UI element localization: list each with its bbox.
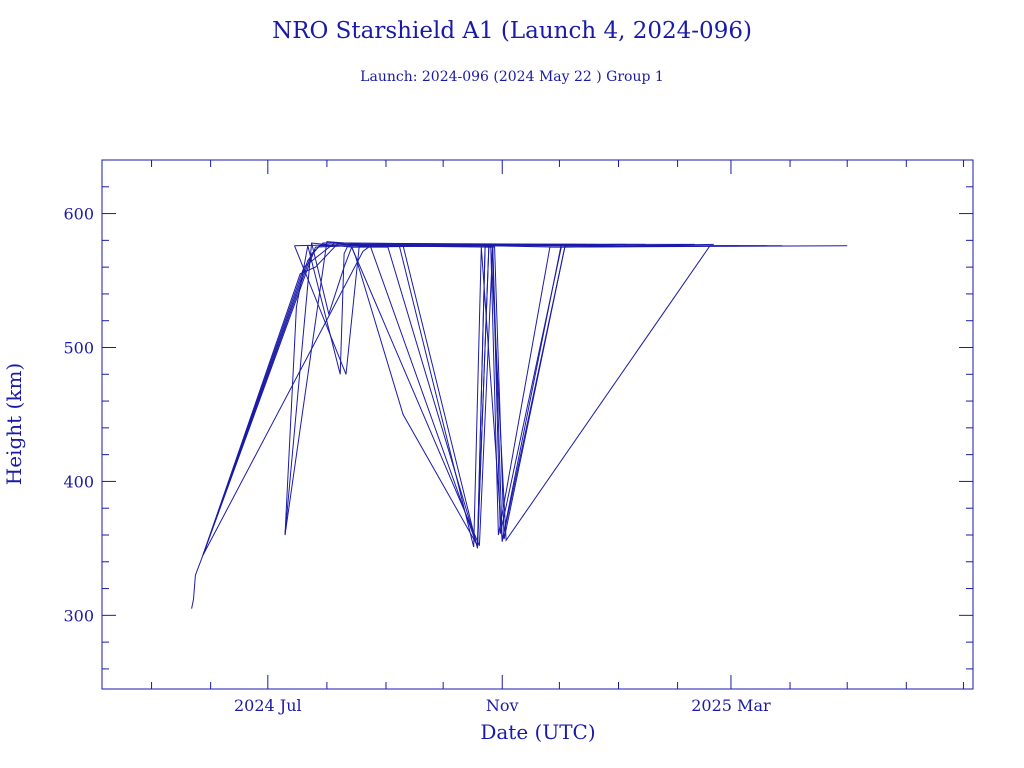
series-line-13 bbox=[351, 245, 739, 548]
series-group bbox=[191, 241, 848, 609]
series-line-3 bbox=[202, 243, 646, 556]
y-axis-label: Height (km) bbox=[2, 363, 26, 485]
plot-frame bbox=[101, 159, 974, 690]
y-tick-label: 300 bbox=[63, 606, 94, 625]
x-tick-label: 2025 Mar bbox=[691, 696, 771, 715]
y-tick-label: 500 bbox=[63, 338, 94, 357]
series-line-11 bbox=[294, 243, 783, 548]
x-axis-label: Date (UTC) bbox=[480, 720, 595, 744]
series-line-12 bbox=[311, 242, 768, 542]
series-line-2 bbox=[202, 242, 577, 556]
y-tick-label: 600 bbox=[63, 205, 94, 224]
series-line-9 bbox=[284, 243, 627, 536]
series-line-5 bbox=[202, 242, 615, 556]
y-tick-labels: 300 400 500 600 bbox=[63, 205, 94, 626]
series-line-1 bbox=[191, 243, 596, 609]
x-tick-labels: 2024 Jul Nov 2025 Mar bbox=[234, 696, 771, 715]
x-tick-label: Nov bbox=[486, 696, 519, 715]
chart-subtitle: Launch: 2024-096 (2024 May 22 ) Group 1 bbox=[360, 69, 664, 85]
y-tick-label: 400 bbox=[63, 472, 94, 491]
chart-title: NRO Starshield A1 (Launch 4, 2024-096) bbox=[272, 18, 752, 44]
series-line-7 bbox=[284, 242, 695, 546]
series-line-8 bbox=[284, 241, 587, 536]
axis-ticks bbox=[102, 159, 973, 689]
series-line-14 bbox=[351, 243, 714, 548]
series-line-10 bbox=[294, 245, 848, 536]
series-line-4 bbox=[202, 242, 655, 556]
x-tick-label: 2024 Jul bbox=[234, 696, 302, 715]
